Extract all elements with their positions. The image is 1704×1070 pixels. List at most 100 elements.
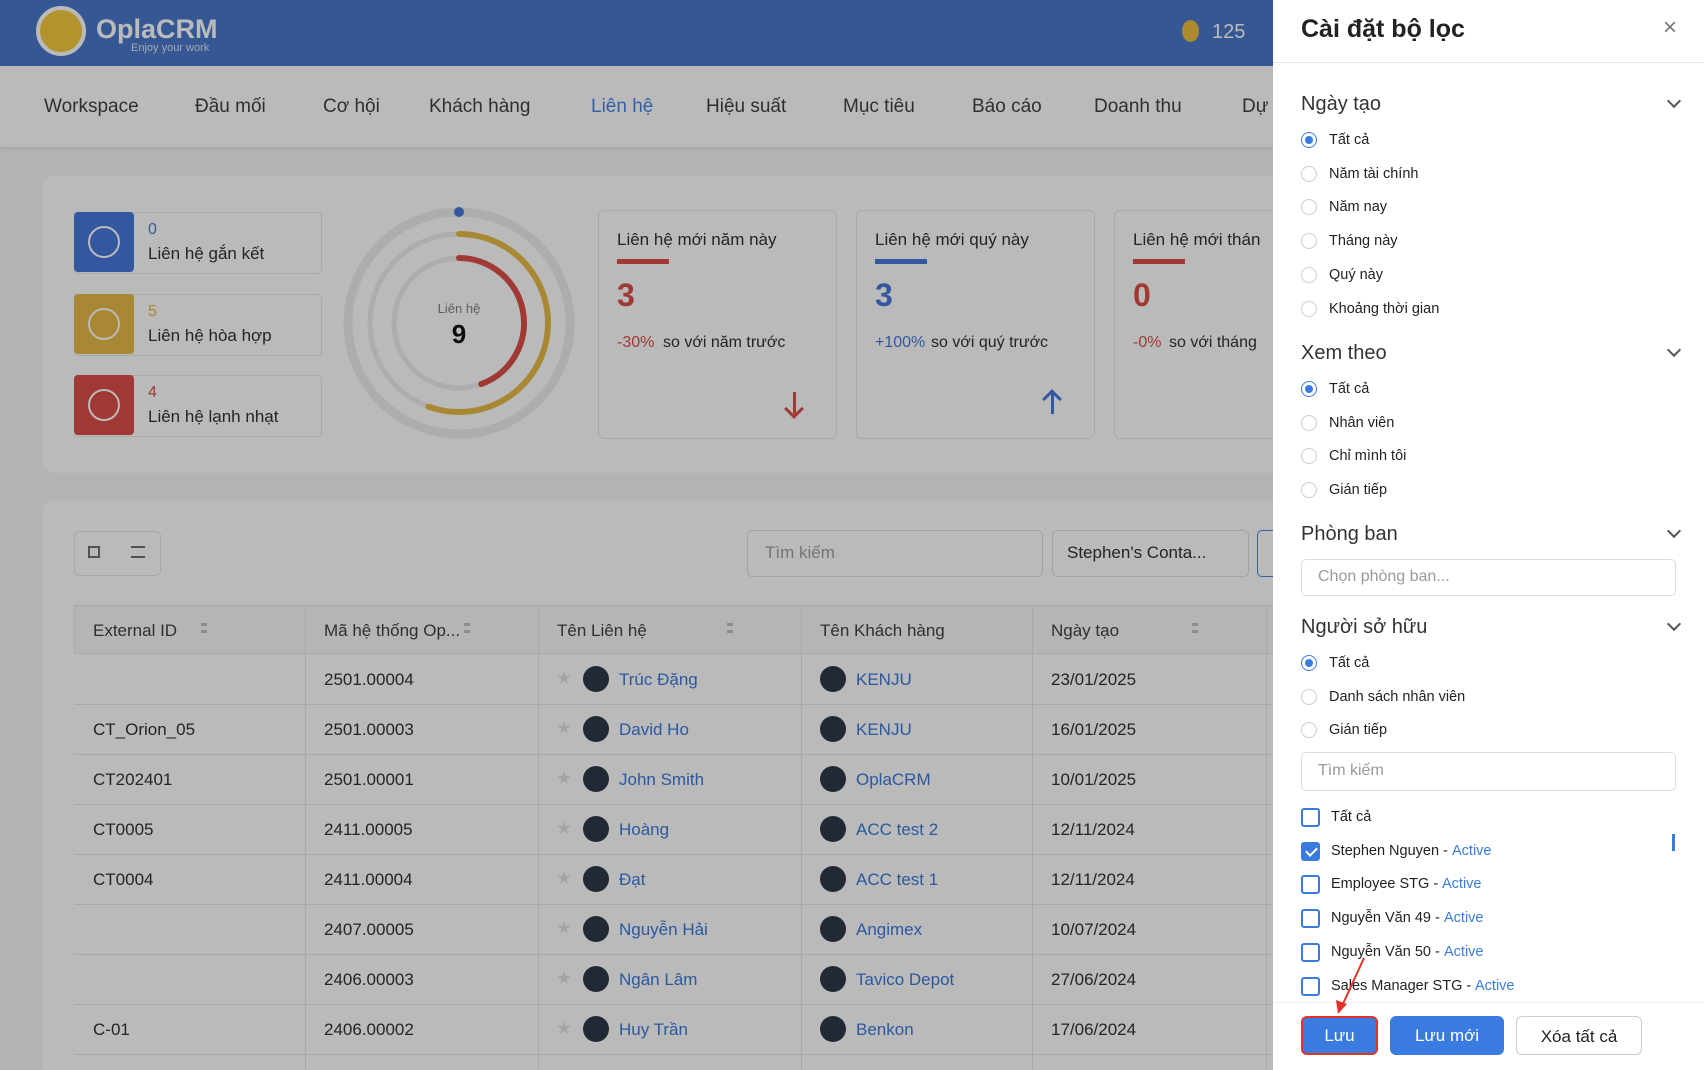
contact-link[interactable]: David Ho <box>619 720 689 739</box>
radio[interactable] <box>1301 266 1317 283</box>
avatar <box>820 866 846 892</box>
checkbox[interactable] <box>1301 875 1320 895</box>
radio[interactable] <box>1301 165 1317 182</box>
radio[interactable] <box>1301 722 1317 739</box>
cell: 2411.00004 <box>324 870 413 889</box>
avatar <box>583 966 609 992</box>
footer-divider <box>1273 1002 1704 1003</box>
radio-label: Quý này <box>1329 266 1383 283</box>
avatar <box>820 916 846 942</box>
ring-label: Liên hệ <box>438 301 481 316</box>
face <box>88 389 120 421</box>
nav-item[interactable]: Hiệu suất <box>706 96 787 117</box>
owner-search-placeholder: Tìm kiếm <box>1318 762 1384 779</box>
customer-link[interactable]: Angimex <box>856 920 923 939</box>
column-divider <box>801 605 802 1070</box>
customer-link[interactable]: ACC test 2 <box>856 820 939 839</box>
nav-item[interactable]: Khách hàng <box>429 96 531 117</box>
checkbox[interactable] <box>1301 942 1320 962</box>
checkbox[interactable] <box>1301 808 1320 827</box>
section-title: Ngày tạo <box>1301 93 1382 115</box>
ring-arc <box>454 207 464 217</box>
button-save[interactable]: Lưu <box>1301 1016 1378 1055</box>
column-header: Tên Khách hàng <box>820 621 945 640</box>
person-name: Nguyễn Văn 50 - <box>1331 943 1440 960</box>
person-name: Nguyễn Văn 49 - <box>1331 910 1440 927</box>
scrollbar <box>1672 834 1675 851</box>
cell: 2501.00001 <box>324 770 414 789</box>
kpi-compare: so với năm trước <box>663 334 786 351</box>
close-button[interactable]: × <box>1663 14 1678 41</box>
check-mark <box>1305 843 1318 857</box>
radio[interactable] <box>1301 482 1317 499</box>
kpi-compare: so với tháng <box>1169 334 1257 351</box>
avatar <box>820 816 846 842</box>
button-label: Lưu mới <box>1414 1026 1480 1045</box>
nav-item[interactable]: Mục tiêu <box>843 96 915 117</box>
radio[interactable] <box>1301 448 1317 465</box>
contact-link[interactable]: Đạt <box>619 870 646 889</box>
nav-item[interactable]: Dự <box>1242 96 1269 117</box>
radio-label: Khoảng thời gian <box>1329 300 1440 317</box>
contact-link[interactable]: Hoàng <box>619 820 670 839</box>
radio-label: Nhân viên <box>1329 414 1395 431</box>
nav-item[interactable]: Cơ hội <box>323 96 380 117</box>
button-label: Xóa tất cả <box>1540 1027 1618 1046</box>
radio[interactable] <box>1301 132 1317 148</box>
customer-link[interactable]: OplaCRM <box>856 770 931 789</box>
nav-item[interactable]: Báo cáo <box>972 96 1042 117</box>
view-select[interactable] <box>1052 530 1249 577</box>
radio[interactable] <box>1301 655 1317 671</box>
table-card <box>43 500 1303 1070</box>
button-label: Lưu <box>1324 1026 1355 1045</box>
radio[interactable] <box>1301 381 1317 397</box>
kpi-bar <box>617 259 669 264</box>
radio-label: Năm nay <box>1329 199 1388 216</box>
nav-item[interactable]: Liên hệ <box>591 96 654 117</box>
nav-item[interactable]: Doanh thu <box>1094 96 1182 117</box>
avatar <box>820 1016 846 1042</box>
radio[interactable] <box>1301 233 1317 250</box>
customer-link[interactable]: Benkon <box>856 1020 914 1039</box>
customer-link[interactable]: Tavico Depot <box>856 970 955 989</box>
radio[interactable] <box>1301 688 1317 705</box>
column-header: Mã hệ thống Op... <box>324 621 461 640</box>
nav-item[interactable]: Đầu mối <box>195 96 266 117</box>
radio[interactable] <box>1301 414 1317 431</box>
customer-link[interactable]: ACC test 1 <box>856 870 939 889</box>
contact-link[interactable]: Ngân Lâm <box>619 970 698 989</box>
radio[interactable] <box>1301 300 1317 317</box>
contact-link[interactable]: John Smith <box>619 770 705 789</box>
owner-search[interactable] <box>1301 752 1676 791</box>
department-select[interactable] <box>1301 559 1676 596</box>
cell: 17/06/2024 <box>1051 1020 1137 1039</box>
kpi-card <box>856 210 1095 439</box>
avatar <box>820 766 846 792</box>
radio-label: Tất cả <box>1329 132 1370 148</box>
nav-item[interactable]: Workspace <box>44 96 139 117</box>
person-name: Sales Manager STG - <box>1331 977 1472 994</box>
table-header <box>74 605 1314 654</box>
button-clear[interactable]: Xóa tất cả <box>1516 1016 1642 1055</box>
customer-link[interactable]: KENJU <box>856 720 912 739</box>
contact-link[interactable]: Nguyễn Hải <box>619 920 708 939</box>
cell: 27/06/2024 <box>1051 970 1137 989</box>
cell: 12/11/2024 <box>1051 870 1135 889</box>
customer-link[interactable]: KENJU <box>856 670 912 689</box>
row-line <box>74 1054 1314 1055</box>
radio-label: Tất cả <box>1329 381 1370 397</box>
contact-link[interactable]: Trúc Đặng <box>619 670 698 689</box>
ring-chart: Liên hệ 9 <box>343 207 575 439</box>
cell: CT202401 <box>93 770 173 789</box>
checkbox[interactable] <box>1301 909 1320 929</box>
overlay <box>0 0 1273 1070</box>
checkbox[interactable] <box>1301 841 1320 861</box>
search-box[interactable] <box>747 530 1043 577</box>
kpi-title: Liên hệ mới quý này <box>875 230 1029 249</box>
checkbox[interactable] <box>1301 976 1320 996</box>
button-save-new[interactable]: Lưu mới <box>1390 1016 1504 1055</box>
radio[interactable] <box>1301 199 1317 216</box>
section-title: Xem theo <box>1301 342 1387 364</box>
contact-link[interactable]: Huy Trần <box>619 1020 688 1039</box>
cell: 10/07/2024 <box>1051 920 1137 939</box>
